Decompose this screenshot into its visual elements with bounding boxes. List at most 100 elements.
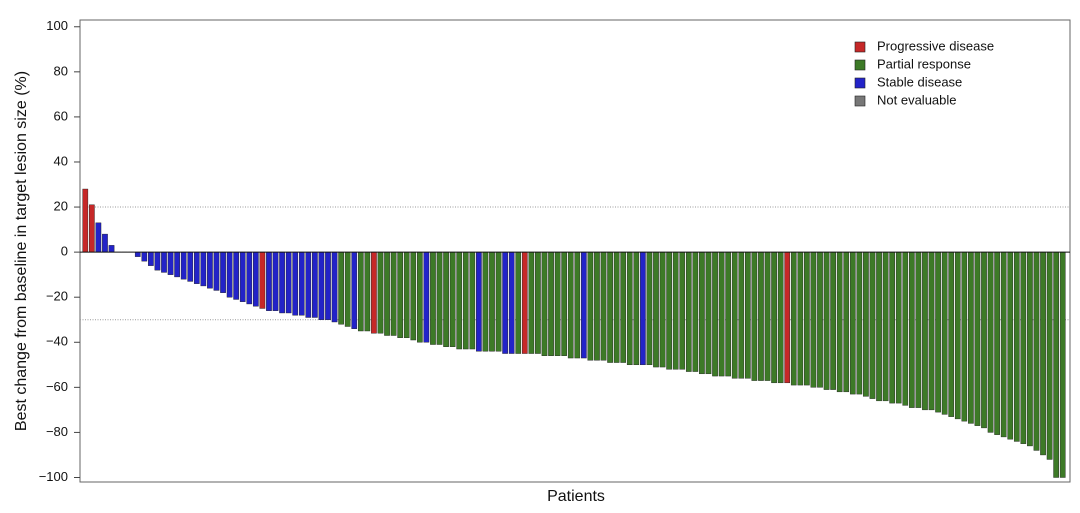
- bar: [817, 251, 823, 388]
- bar: [758, 251, 764, 381]
- bar: [968, 251, 974, 424]
- bar: [869, 251, 876, 399]
- bar: [895, 251, 902, 404]
- bar: [476, 251, 482, 352]
- bar: [856, 251, 863, 395]
- bar: [692, 251, 699, 372]
- bar: [1020, 251, 1027, 444]
- bar: [941, 251, 948, 415]
- bar: [390, 251, 397, 336]
- bar: [646, 251, 653, 366]
- bar: [541, 251, 548, 356]
- bar: [567, 251, 574, 359]
- bar: [640, 251, 646, 366]
- bar: [430, 251, 436, 345]
- bar: [397, 251, 403, 338]
- bar: [633, 251, 640, 366]
- bar: [102, 233, 108, 253]
- bar: [200, 251, 207, 287]
- bar: [1027, 251, 1033, 447]
- y-tick-label: 0: [61, 244, 68, 259]
- bar: [653, 251, 659, 368]
- bar: [554, 251, 561, 356]
- bar: [272, 251, 279, 311]
- bar: [679, 251, 686, 370]
- bar: [528, 251, 535, 354]
- legend-label: Partial response: [877, 56, 971, 71]
- bar: [344, 251, 351, 327]
- bar: [685, 251, 692, 372]
- bar: [456, 251, 463, 350]
- bar: [587, 251, 594, 361]
- bar: [436, 251, 443, 345]
- bar: [403, 251, 410, 338]
- bar: [1033, 251, 1040, 451]
- bar: [699, 251, 705, 375]
- bar: [790, 251, 797, 386]
- bar: [220, 251, 226, 293]
- legend-label: Not evaluable: [877, 92, 957, 107]
- bar: [745, 251, 751, 379]
- bar: [443, 251, 449, 347]
- bar: [626, 251, 633, 366]
- bar: [954, 251, 961, 420]
- bar: [298, 251, 305, 316]
- bar: [495, 251, 502, 352]
- bar: [226, 251, 233, 298]
- bar: [167, 251, 174, 275]
- bar: [666, 251, 672, 370]
- y-tick-label: 20: [54, 198, 68, 213]
- bar: [233, 251, 239, 300]
- bar: [279, 251, 285, 314]
- bar: [902, 251, 909, 406]
- bar: [876, 251, 882, 402]
- bar: [489, 251, 495, 352]
- bar: [253, 251, 259, 307]
- bar: [928, 251, 935, 411]
- bar: [607, 251, 613, 363]
- y-tick-label: −60: [46, 379, 68, 394]
- y-tick-label: 100: [46, 18, 68, 33]
- bar: [935, 251, 941, 413]
- bar: [1053, 251, 1059, 478]
- bar: [863, 251, 869, 397]
- bar: [207, 251, 213, 289]
- bar: [515, 251, 522, 354]
- bar: [797, 251, 804, 386]
- bar: [82, 188, 89, 253]
- bar: [777, 251, 784, 384]
- bar: [134, 251, 141, 257]
- bar: [804, 251, 810, 386]
- bar: [784, 251, 791, 384]
- legend-swatch: [854, 41, 866, 53]
- bar: [987, 251, 994, 433]
- bar: [377, 251, 384, 334]
- x-axis-label: Patients: [547, 488, 605, 505]
- bar: [325, 251, 331, 320]
- bar: [561, 251, 567, 356]
- bar: [89, 204, 95, 253]
- legend-swatch: [854, 77, 866, 89]
- bar: [725, 251, 731, 377]
- bar: [810, 251, 817, 388]
- bar: [535, 251, 541, 354]
- bar: [974, 251, 981, 426]
- legend-label: Stable disease: [877, 74, 962, 89]
- bar: [187, 251, 194, 282]
- bar: [246, 251, 253, 305]
- bar: [318, 251, 325, 320]
- bar: [909, 251, 915, 408]
- bar: [259, 251, 266, 309]
- bar: [292, 251, 299, 316]
- bar: [338, 251, 344, 325]
- bar: [312, 251, 318, 318]
- bar: [1007, 251, 1014, 440]
- bar: [581, 251, 587, 359]
- bar: [502, 251, 508, 354]
- bar: [548, 251, 554, 356]
- legend-swatch: [854, 59, 866, 71]
- bar: [239, 251, 246, 302]
- bar: [180, 251, 187, 280]
